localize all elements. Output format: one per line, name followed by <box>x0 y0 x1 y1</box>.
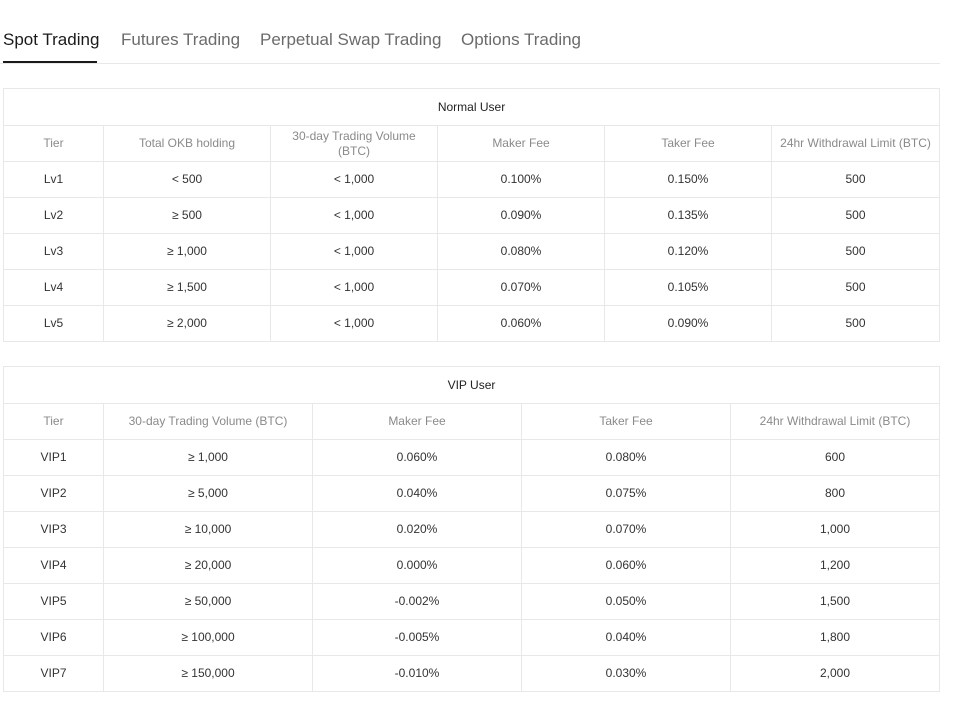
table-cell: ≥ 100,000 <box>103 619 313 656</box>
table-cell: 0.040% <box>312 475 522 512</box>
table-cell: Lv1 <box>3 161 104 198</box>
table-cell: ≥ 20,000 <box>103 547 313 584</box>
table-cell: Lv5 <box>3 305 104 342</box>
column-header: Tier <box>3 125 104 162</box>
table-cell: 0.000% <box>312 547 522 584</box>
table-cell: < 1,000 <box>270 197 438 234</box>
table-cell: -0.005% <box>312 619 522 656</box>
trading-type-tabs: Spot Trading Futures Trading Perpetual S… <box>0 0 940 64</box>
table-cell: < 1,000 <box>270 305 438 342</box>
table-cell: 0.070% <box>437 269 605 306</box>
table-cell: 0.060% <box>312 439 522 476</box>
table-cell: ≥ 2,000 <box>103 305 271 342</box>
table-row: VIP2 ≥ 5,000 0.040% 0.075% 800 <box>3 475 940 512</box>
table-cell: < 1,000 <box>270 233 438 270</box>
column-header: Maker Fee <box>437 125 605 162</box>
table-cell: < 1,000 <box>270 161 438 198</box>
table-cell: 0.020% <box>312 511 522 548</box>
table-cell: VIP3 <box>3 511 104 548</box>
table-cell: ≥ 50,000 <box>103 583 313 620</box>
table-row: Lv1 < 500 < 1,000 0.100% 0.150% 500 <box>3 161 941 198</box>
column-header: 24hr Withdrawal Limit (BTC) <box>770 125 941 162</box>
table-cell: 1,000 <box>730 511 940 548</box>
table-row: VIP5 ≥ 50,000 -0.002% 0.050% 1,500 <box>3 583 940 620</box>
tab-perpetual-swap-trading[interactable]: Perpetual Swap Trading <box>260 30 442 49</box>
table-cell: 500 <box>770 269 941 306</box>
table-cell: VIP7 <box>3 655 104 692</box>
table-cell: 0.040% <box>521 619 731 656</box>
table-cell: VIP1 <box>3 439 104 476</box>
table-cell: 1,500 <box>730 583 940 620</box>
table-cell: ≥ 150,000 <box>103 655 313 692</box>
tab-futures-trading[interactable]: Futures Trading <box>121 30 241 49</box>
table-row: VIP6 ≥ 100,000 -0.005% 0.040% 1,800 <box>3 619 940 656</box>
table-row: Lv3 ≥ 1,000 < 1,000 0.080% 0.120% 500 <box>3 233 941 270</box>
table-cell: 0.090% <box>604 305 772 342</box>
vip-user-fee-table: VIP User Tier 30-day Trading Volume (BTC… <box>3 366 940 692</box>
column-header: 30-day Trading Volume (BTC) <box>270 125 438 162</box>
table-cell: 500 <box>770 197 941 234</box>
column-header: 24hr Withdrawal Limit (BTC) <box>730 403 940 440</box>
table-cell: 0.060% <box>521 547 731 584</box>
column-header: 30-day Trading Volume (BTC) <box>103 403 313 440</box>
table-cell: Lv4 <box>3 269 104 306</box>
table-cell: 1,200 <box>730 547 940 584</box>
table-cell: 0.030% <box>521 655 731 692</box>
vip-user-title: VIP User <box>3 366 940 404</box>
table-cell: 0.150% <box>604 161 772 198</box>
table-row: VIP7 ≥ 150,000 -0.010% 0.030% 2,000 <box>3 655 940 692</box>
table-cell: 0.090% <box>437 197 605 234</box>
table-cell: 0.105% <box>604 269 772 306</box>
table-row: VIP4 ≥ 20,000 0.000% 0.060% 1,200 <box>3 547 940 584</box>
table-cell: 0.120% <box>604 233 772 270</box>
table-cell: ≥ 10,000 <box>103 511 313 548</box>
table-cell: ≥ 1,000 <box>103 233 271 270</box>
column-header: Total OKB holding <box>103 125 271 162</box>
column-header: Taker Fee <box>521 403 731 440</box>
table-cell: 500 <box>770 233 941 270</box>
tab-spot-trading[interactable]: Spot Trading <box>3 30 100 49</box>
table-cell: ≥ 500 <box>103 197 271 234</box>
column-header: Maker Fee <box>312 403 522 440</box>
tab-options-trading[interactable]: Options Trading <box>461 30 582 49</box>
normal-user-title: Normal User <box>2 88 941 126</box>
table-row: Lv2 ≥ 500 < 1,000 0.090% 0.135% 500 <box>3 197 941 234</box>
table-cell: 500 <box>770 305 941 342</box>
normal-user-fee-table: Normal User Tier Total OKB holding 30-da… <box>2 88 941 342</box>
column-header: Taker Fee <box>604 125 772 162</box>
table-cell: VIP4 <box>3 547 104 584</box>
table-cell: 600 <box>730 439 940 476</box>
table-cell: ≥ 1,500 <box>103 269 271 306</box>
table-cell: 0.060% <box>437 305 605 342</box>
table-cell: 2,000 <box>730 655 940 692</box>
table-cell: 0.080% <box>521 439 731 476</box>
table-row: VIP3 ≥ 10,000 0.020% 0.070% 1,000 <box>3 511 940 548</box>
table-cell: ≥ 1,000 <box>103 439 313 476</box>
table-cell: 800 <box>730 475 940 512</box>
table-row: VIP1 ≥ 1,000 0.060% 0.080% 600 <box>3 439 940 476</box>
table-cell: < 1,000 <box>270 269 438 306</box>
table-cell: -0.002% <box>312 583 522 620</box>
table-cell: 0.135% <box>604 197 772 234</box>
table-cell: Lv2 <box>3 197 104 234</box>
table-cell: ≥ 5,000 <box>103 475 313 512</box>
table-cell: -0.010% <box>312 655 522 692</box>
table-cell: 500 <box>770 161 941 198</box>
table-row: Lv4 ≥ 1,500 < 1,000 0.070% 0.105% 500 <box>3 269 941 306</box>
table-cell: 0.075% <box>521 475 731 512</box>
table-cell: VIP6 <box>3 619 104 656</box>
table-cell: 0.050% <box>521 583 731 620</box>
table-cell: Lv3 <box>3 233 104 270</box>
column-header: Tier <box>3 403 104 440</box>
active-tab-indicator <box>3 61 97 63</box>
table-cell: < 500 <box>103 161 271 198</box>
table-cell: 0.070% <box>521 511 731 548</box>
table-cell: VIP2 <box>3 475 104 512</box>
table-row: Lv5 ≥ 2,000 < 1,000 0.060% 0.090% 500 <box>3 305 941 342</box>
table-cell: VIP5 <box>3 583 104 620</box>
table-cell: 1,800 <box>730 619 940 656</box>
table-cell: 0.100% <box>437 161 605 198</box>
table-cell: 0.080% <box>437 233 605 270</box>
